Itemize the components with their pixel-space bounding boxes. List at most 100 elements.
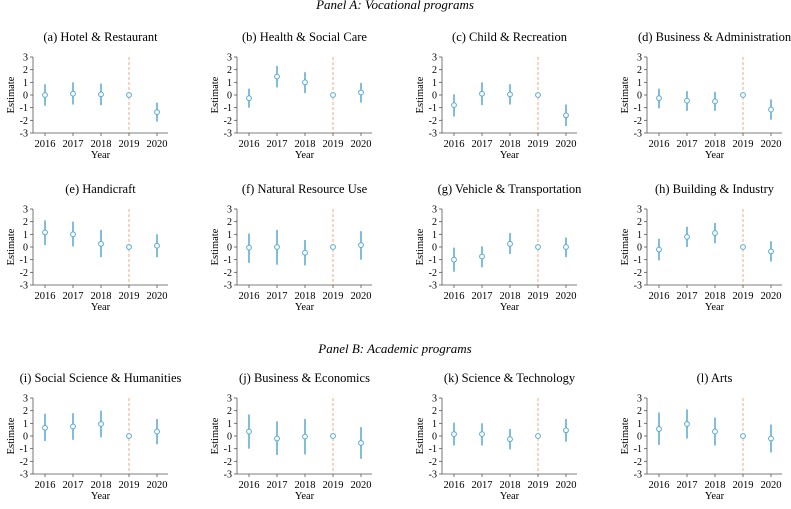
x-tick-label: 2016 (649, 480, 670, 491)
x-tick-label: 2017 (677, 291, 698, 302)
estimate-point (302, 433, 308, 440)
y-tick-label: 1 (227, 78, 232, 89)
y-tick-label: -3 (224, 129, 232, 140)
y-tick-label: -2 (429, 268, 437, 279)
x-axis-label: Year (91, 302, 111, 313)
estimate-point (684, 233, 690, 240)
estimate-point (246, 95, 252, 102)
y-tick-label: 2 (432, 406, 437, 417)
y-tick-label: 0 (23, 243, 28, 254)
y-tick-label: -1 (224, 444, 232, 455)
y-tick-label: -2 (224, 268, 232, 279)
x-tick-label: 2019 (119, 139, 140, 150)
y-tick-label: 3 (23, 394, 28, 405)
y-axis-label: Estimate (620, 417, 631, 454)
x-tick-label: 2019 (119, 480, 140, 491)
y-axis-label: Estimate (6, 76, 17, 113)
y-tick-label: 1 (637, 230, 642, 241)
chart-12: (l) Arts 32 1 0-1 -2 -3 Estimate 2016 2017 2018 20… (620, 371, 782, 502)
x-tick-label: 2016 (649, 139, 670, 150)
y-tick-label: 3 (637, 205, 642, 216)
y-tick-label: 2 (23, 217, 28, 228)
estimate-point (656, 246, 662, 253)
y-tick-label: 3 (227, 205, 232, 216)
y-tick-label: 3 (227, 394, 232, 405)
y-tick-label: 1 (637, 78, 642, 89)
y-tick-label: -1 (224, 103, 232, 114)
estimate-point (740, 244, 746, 250)
y-tick-label: 2 (637, 65, 642, 76)
y-tick-label: -1 (429, 255, 437, 266)
x-tick-label: 2018 (705, 291, 726, 302)
y-tick-label: 2 (227, 406, 232, 417)
y-tick-label: -3 (634, 129, 642, 140)
y-tick-label: -2 (634, 457, 642, 468)
estimate-point (126, 244, 132, 250)
estimate-point (451, 256, 457, 263)
x-tick-label: 2019 (733, 480, 754, 491)
y-tick-label: 1 (23, 230, 28, 241)
x-tick-label: 2017 (63, 291, 84, 302)
y-axis-label: Estimate (415, 76, 426, 113)
x-axis-label: Year (500, 491, 520, 502)
y-tick-label: 1 (637, 419, 642, 430)
y-tick-label: 2 (227, 217, 232, 228)
y-tick-label: -2 (429, 457, 437, 468)
estimate-point (563, 112, 569, 119)
chart-title: (c) Child & Recreation (452, 30, 568, 44)
y-tick-label: 0 (637, 243, 642, 254)
x-tick-label: 2020 (761, 291, 782, 302)
chart-title: (b) Health & Social Care (242, 30, 367, 44)
estimate-point (302, 249, 308, 256)
estimate-point (98, 240, 104, 247)
chart-title: (a) Hotel & Restaurant (43, 30, 158, 44)
y-tick-label: 3 (23, 205, 28, 216)
chart-title: (i) Social Science & Humanities (20, 371, 182, 385)
y-tick-label: 2 (23, 65, 28, 76)
estimate-point (358, 89, 364, 96)
estimate-point (42, 92, 48, 98)
y-tick-label: 2 (432, 217, 437, 228)
estimate-point (98, 91, 104, 98)
estimate-point (246, 244, 252, 251)
x-tick-label: 2016 (444, 139, 465, 150)
x-axis-label: Year (295, 150, 315, 161)
estimate-point (246, 428, 252, 435)
x-tick-label: 2016 (35, 139, 56, 150)
y-tick-label: 0 (23, 91, 28, 102)
x-axis-label: Year (705, 302, 725, 313)
y-tick-label: -3 (634, 281, 642, 292)
chart-title: (h) Building & Industry (655, 182, 775, 196)
x-tick-label: 2020 (351, 139, 372, 150)
estimate-point (740, 92, 746, 98)
chart-3: (c) Child & Recreation 32 1 0-1 -2 -3 Estimate… (415, 30, 577, 161)
estimate-point (479, 253, 485, 260)
y-tick-label: -3 (429, 470, 437, 481)
y-tick-label: 1 (23, 419, 28, 430)
estimate-point (563, 427, 569, 434)
estimate-point (358, 242, 364, 249)
chart-title: (k) Science & Technology (444, 371, 576, 385)
estimate-point (535, 92, 541, 98)
x-tick-label: 2020 (351, 291, 372, 302)
y-tick-label: 0 (432, 243, 437, 254)
estimate-point (768, 435, 774, 442)
estimate-point (302, 79, 308, 86)
charts-grid: (a) Hotel & Restaurant3210-1-2-3Estimate… (6, 30, 791, 502)
estimate-point (451, 102, 457, 109)
y-tick-label: -2 (20, 457, 28, 468)
y-tick-label: -1 (429, 103, 437, 114)
x-tick-label: 2018 (91, 139, 112, 150)
y-tick-label: -1 (20, 255, 28, 266)
x-axis-label: Year (705, 150, 725, 161)
estimate-point (656, 426, 662, 432)
estimate-point (451, 431, 457, 438)
x-tick-label: 2018 (295, 480, 316, 491)
estimate-point (563, 244, 569, 250)
x-tick-label: 2020 (556, 139, 577, 150)
estimate-point (154, 242, 160, 249)
y-tick-label: 0 (227, 91, 232, 102)
panel-b-title: Panel B: Academic programs (317, 341, 471, 356)
chart-8: (h) Building & Industry 32 1 0-1 -2 -3 Estimat… (620, 182, 782, 313)
y-axis-label: Estimate (415, 417, 426, 454)
